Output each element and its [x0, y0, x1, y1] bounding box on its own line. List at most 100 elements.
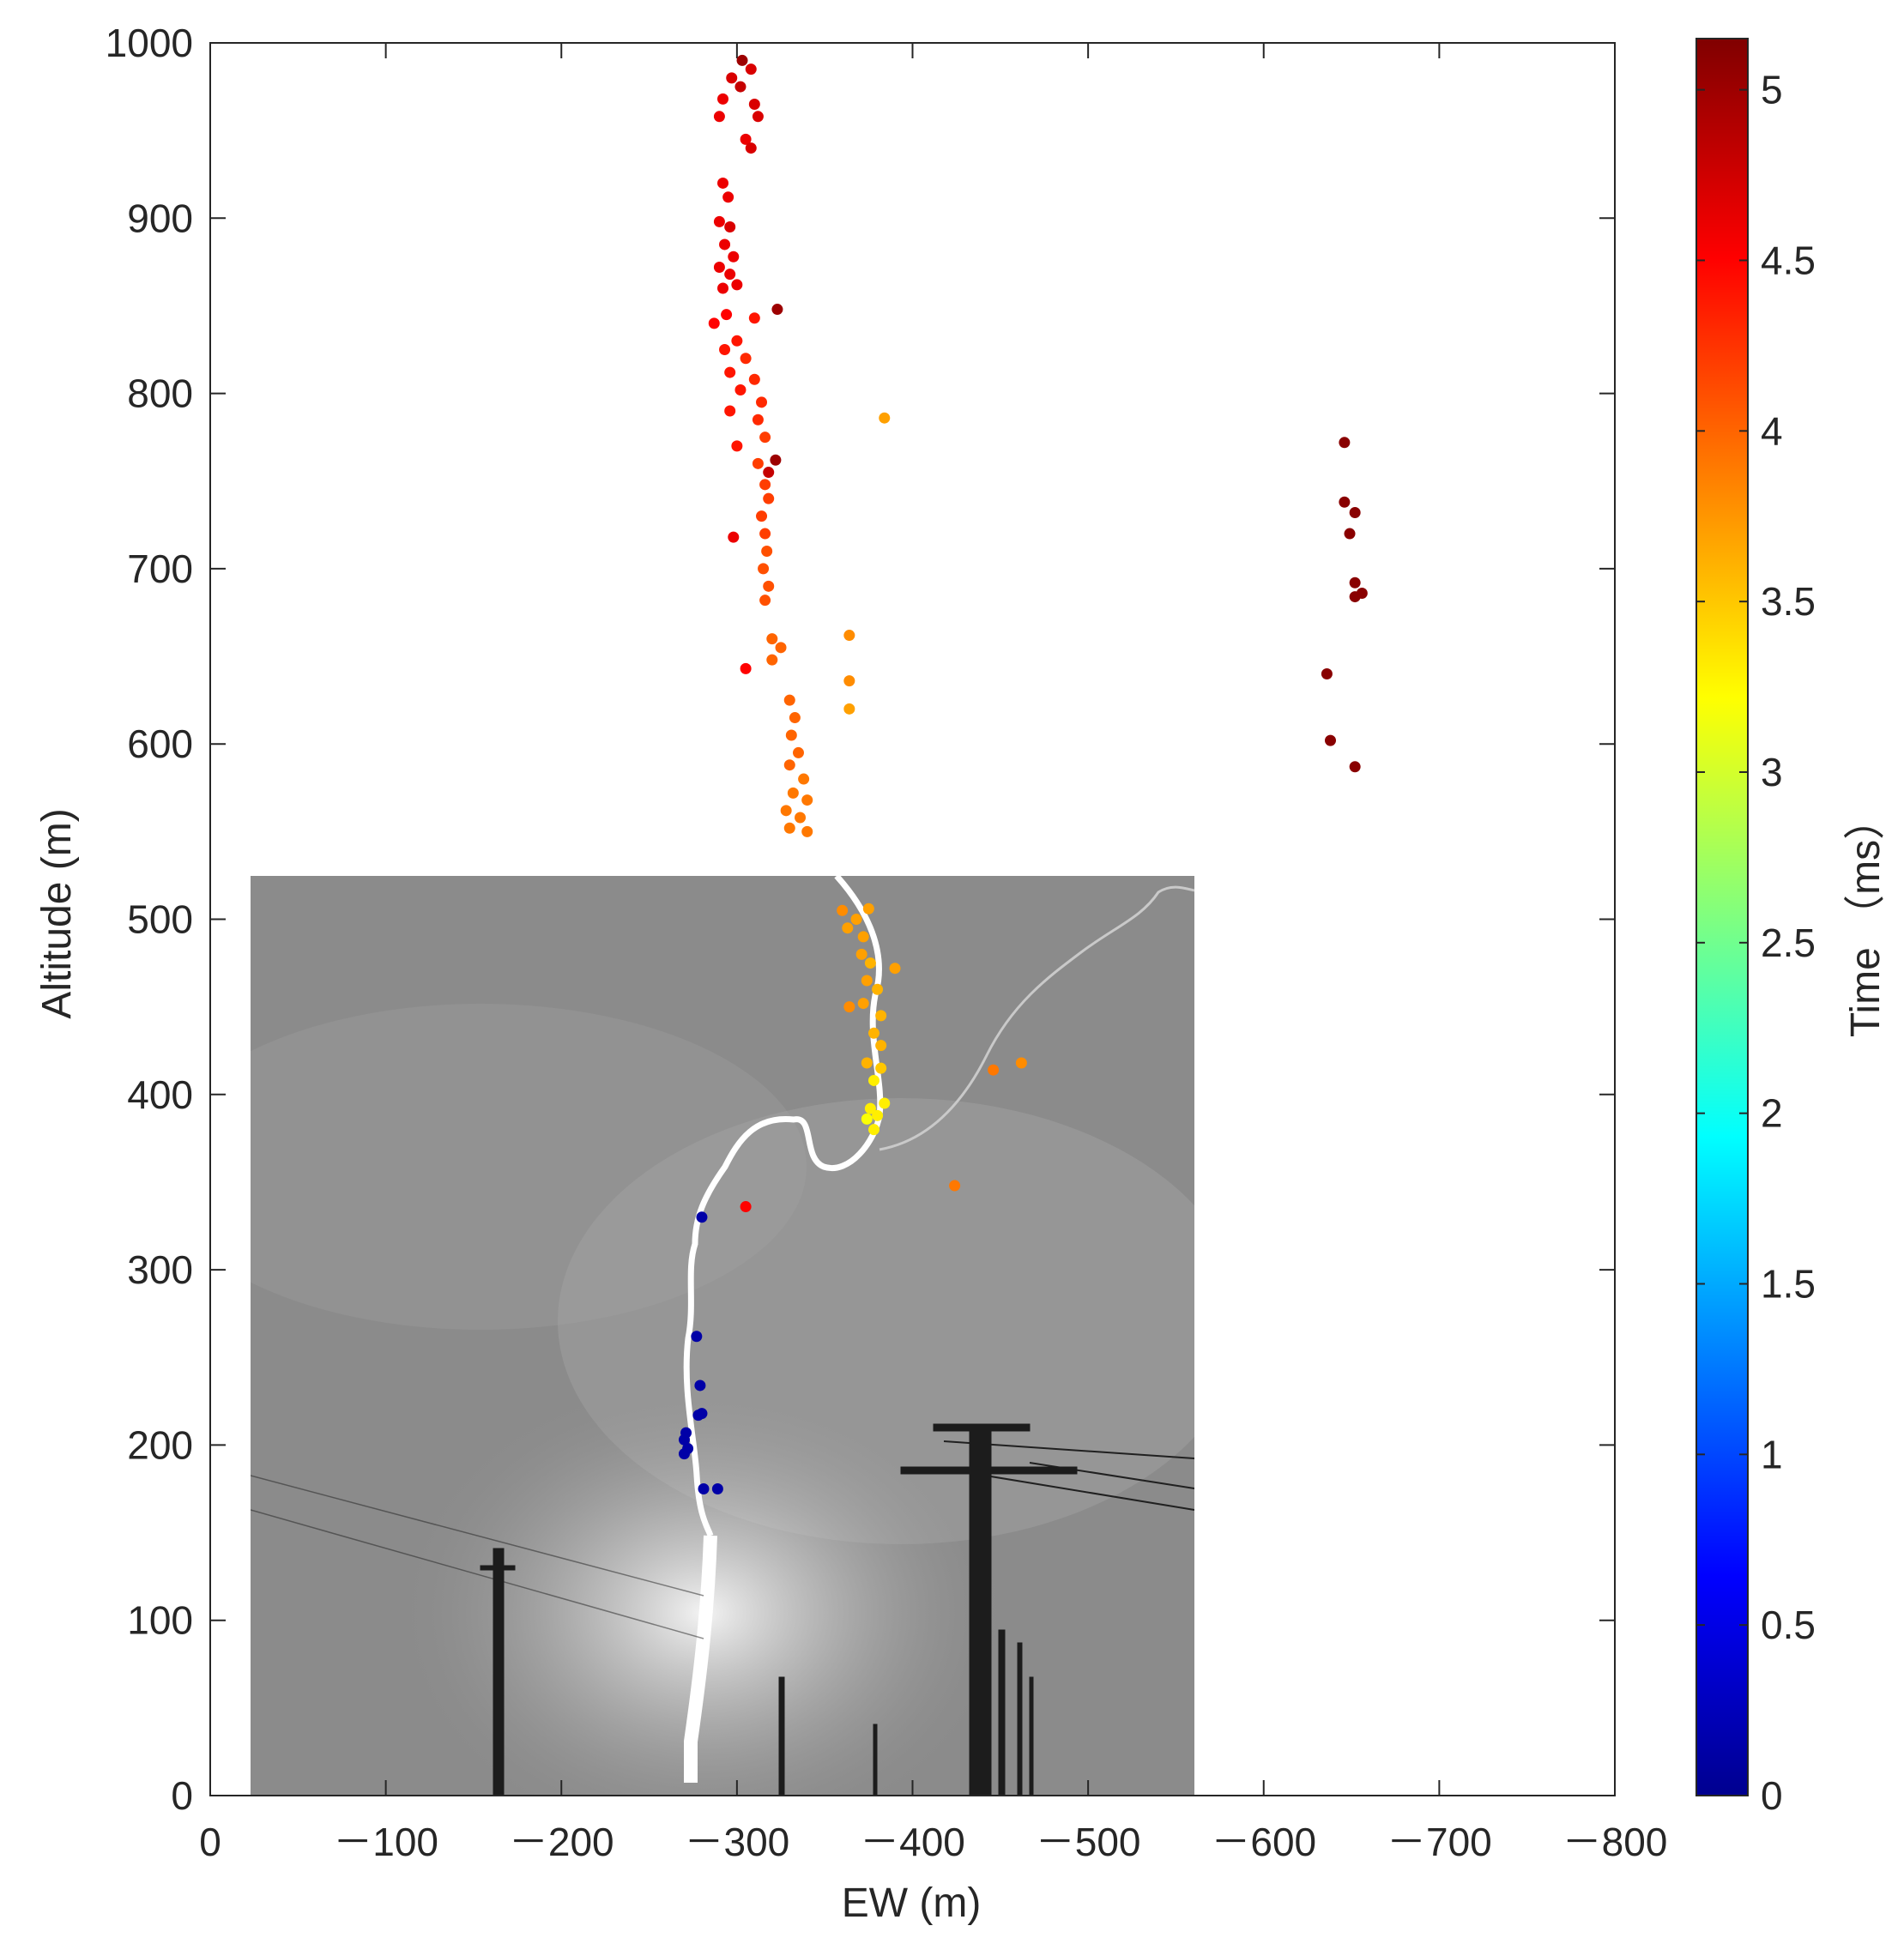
x-tick-label: －800 — [1562, 1820, 1668, 1864]
data-point — [678, 1434, 690, 1446]
data-point — [728, 251, 740, 263]
data-point — [740, 353, 752, 365]
x-tick-label: 0 — [199, 1820, 221, 1864]
data-point — [889, 963, 901, 975]
data-point — [745, 63, 757, 75]
data-point — [713, 111, 725, 123]
data-point — [756, 396, 768, 408]
data-point — [711, 1482, 723, 1494]
data-point — [1015, 1057, 1027, 1069]
data-point — [734, 81, 746, 93]
data-point — [724, 366, 736, 378]
data-point — [726, 72, 738, 84]
utility-poles — [480, 1423, 1078, 1796]
data-point — [758, 563, 770, 575]
x-tick-label: －300 — [685, 1820, 790, 1864]
y-tick-label: 600 — [127, 721, 193, 766]
data-point — [752, 457, 764, 469]
data-point — [875, 1010, 887, 1022]
data-point — [789, 712, 801, 724]
data-point — [775, 642, 787, 654]
data-point — [771, 304, 783, 316]
data-point — [731, 335, 743, 347]
data-point — [785, 729, 797, 741]
data-point — [717, 282, 729, 294]
data-point — [748, 99, 760, 111]
data-point — [875, 1040, 887, 1052]
y-tick-label: 1000 — [106, 21, 193, 65]
data-point — [867, 1074, 879, 1086]
data-point — [864, 1102, 876, 1114]
x-tick-label: －100 — [333, 1820, 438, 1864]
colorbar-tick-label: 2.5 — [1761, 921, 1816, 965]
data-point — [724, 221, 736, 233]
y-tick-label: 400 — [127, 1072, 193, 1117]
data-point — [988, 1064, 1000, 1076]
data-point — [766, 633, 778, 645]
colorbar-tick-label: 3.5 — [1761, 579, 1816, 624]
colorbar-tick-label: 4 — [1761, 408, 1783, 453]
data-point — [837, 904, 849, 916]
data-point — [678, 1448, 690, 1460]
data-point — [717, 93, 729, 105]
data-point — [692, 1410, 704, 1422]
data-point — [1344, 528, 1356, 540]
data-point — [879, 1097, 891, 1109]
data-point — [1325, 734, 1337, 746]
x-tick-label: －400 — [860, 1820, 965, 1864]
data-point — [763, 467, 775, 479]
colorbar-tick-label: 0 — [1761, 1773, 1783, 1818]
colorbar-label: Time （ms） — [1843, 799, 1889, 1037]
data-point — [843, 1001, 855, 1013]
y-tick-label: 200 — [127, 1422, 193, 1467]
data-point — [713, 262, 725, 274]
data-point — [740, 1201, 752, 1213]
data-point — [734, 384, 746, 396]
data-point — [1339, 437, 1351, 449]
y-tick-label: 500 — [127, 897, 193, 942]
data-point — [862, 903, 874, 915]
data-point — [1349, 577, 1361, 589]
data-point — [694, 1379, 706, 1392]
data-point — [855, 948, 867, 960]
data-point — [783, 822, 795, 834]
data-point — [770, 454, 782, 466]
data-point — [857, 998, 869, 1010]
data-point — [759, 432, 771, 444]
y-tick-label: 800 — [127, 371, 193, 416]
data-point — [857, 931, 869, 943]
data-point — [731, 440, 743, 452]
data-point — [748, 312, 760, 324]
y-axis: 0 100 200 300 400 500 600 700 800 900 1000 — [106, 21, 1615, 1818]
data-point — [721, 309, 733, 321]
data-point — [740, 133, 752, 145]
colorbar-tick-label: 3 — [1761, 750, 1783, 794]
data-point — [872, 1109, 884, 1121]
data-point — [850, 914, 862, 925]
data-point — [724, 269, 736, 281]
data-point — [1349, 507, 1361, 519]
y-tick-label: 900 — [127, 196, 193, 240]
colorbar-tick-label: 1 — [1761, 1432, 1783, 1476]
data-point — [1349, 591, 1361, 603]
data-point — [864, 957, 876, 969]
data-point — [745, 142, 757, 154]
data-point — [759, 595, 771, 607]
lightning-return-stroke — [684, 1535, 717, 1783]
data-point — [872, 983, 884, 995]
data-point — [740, 662, 752, 674]
data-point — [691, 1331, 703, 1343]
colorbar-tick-label: 0.5 — [1761, 1603, 1816, 1647]
x-tick-label: －600 — [1211, 1820, 1316, 1864]
y-tick-label: 0 — [171, 1773, 193, 1818]
lightning-photo — [251, 876, 1194, 1796]
y-tick-label: 100 — [127, 1598, 193, 1643]
x-tick-label: －200 — [509, 1820, 614, 1864]
data-point — [843, 630, 855, 642]
x-axis-label: EW (m) — [842, 1881, 982, 1926]
data-point — [798, 773, 810, 785]
lightning-branch — [879, 885, 1194, 1151]
colorbar-axis: 0 0.5 1 1.5 2 2.5 3 3.5 4 4.5 5 — [1696, 68, 1816, 1818]
data-point — [1349, 761, 1361, 773]
